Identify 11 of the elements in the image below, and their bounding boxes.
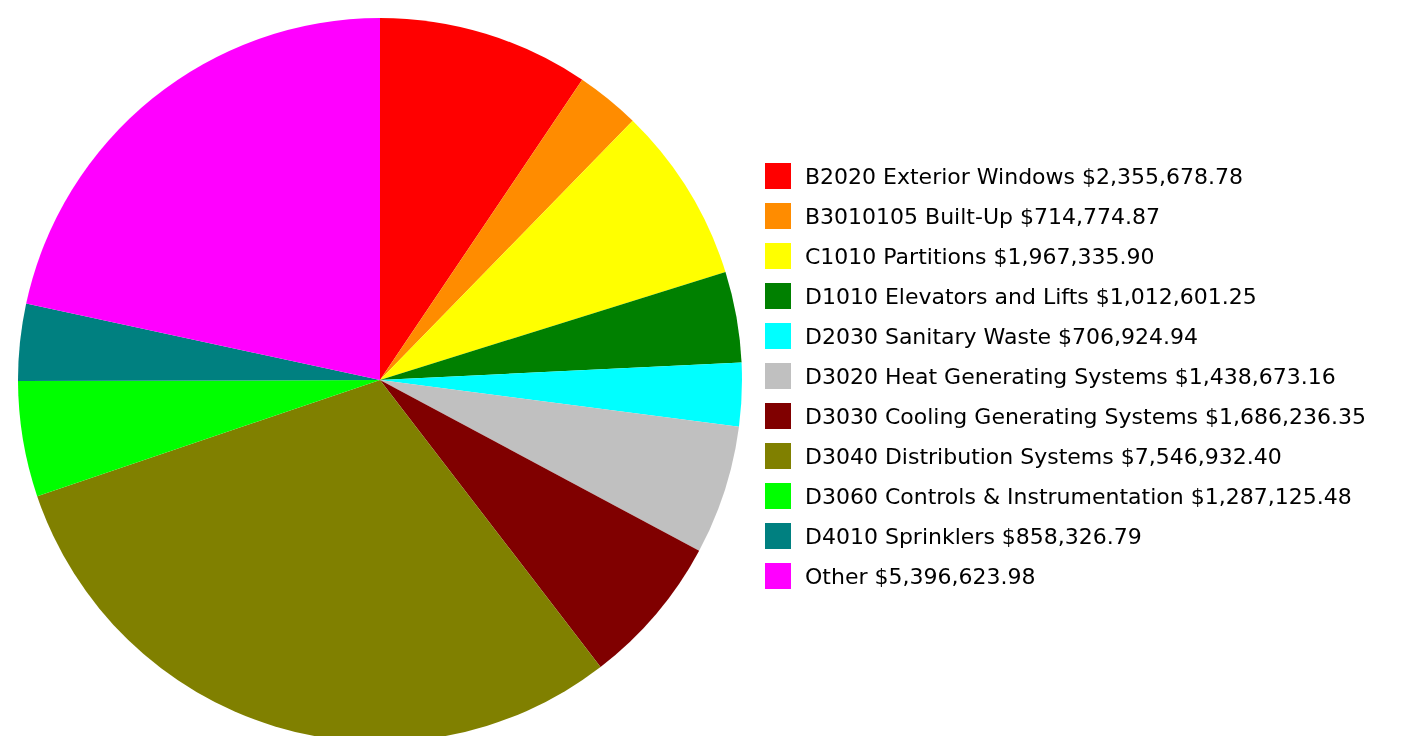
- legend-label: Other $5,396,623.98: [805, 563, 1036, 589]
- legend-label: B2020 Exterior Windows $2,355,678.78: [805, 163, 1243, 189]
- legend-label: C1010 Partitions $1,967,335.90: [805, 243, 1155, 269]
- legend-label: D4010 Sprinklers $858,326.79: [805, 523, 1142, 549]
- legend-label: D2030 Sanitary Waste $706,924.94: [805, 323, 1198, 349]
- legend-label: B3010105 Built-Up $714,774.87: [805, 203, 1160, 229]
- legend-label: D3040 Distribution Systems $7,546,932.40: [805, 443, 1282, 469]
- legend-label: D3020 Heat Generating Systems $1,438,673.16: [805, 363, 1336, 389]
- legend-label: D3060 Controls & Instrumentation $1,287,125.48: [805, 483, 1352, 509]
- legend-label: D1010 Elevators and Lifts $1,012,601.25: [805, 283, 1257, 309]
- legend-label: D3030 Cooling Generating Systems $1,686,236.35: [805, 403, 1366, 429]
